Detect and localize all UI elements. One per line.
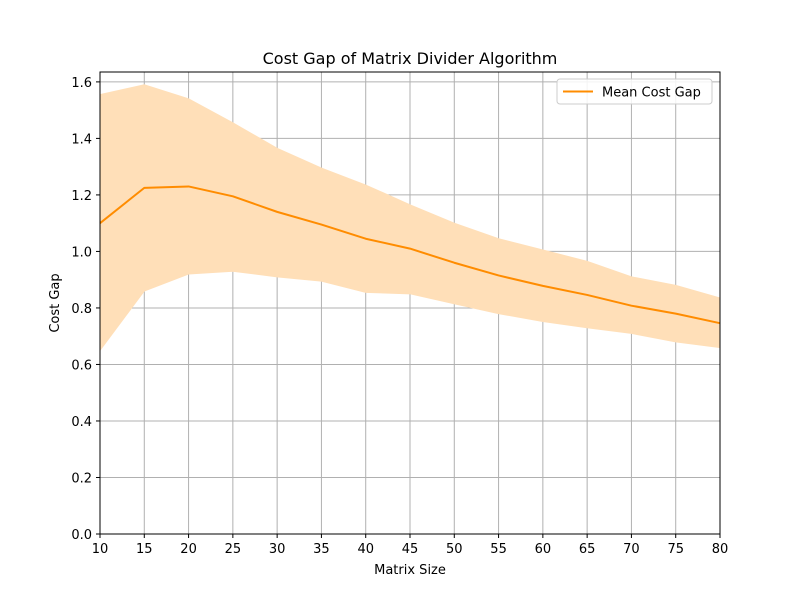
y-tick-label: 0.6 [71, 358, 92, 373]
x-tick-label: 50 [446, 542, 463, 557]
x-tick-label: 30 [269, 542, 286, 557]
x-tick-label: 15 [136, 542, 153, 557]
y-tick-label: 0.8 [71, 302, 92, 317]
legend-label: Mean Cost Gap [602, 86, 701, 101]
x-tick-label: 25 [225, 542, 242, 557]
legend-box [556, 78, 713, 105]
x-tick-label: 45 [402, 542, 419, 557]
y-tick-label: 1.2 [71, 189, 92, 204]
x-tick-label: 40 [357, 542, 374, 557]
y-tick-label: 1.6 [71, 76, 92, 91]
y-tick-label: 1.0 [71, 245, 92, 260]
x-tick-label: 75 [667, 542, 684, 557]
y-tick-label: 0.4 [71, 415, 92, 430]
x-tick-label: 20 [180, 542, 197, 557]
x-tick-label: 35 [313, 542, 330, 557]
y-tick-label: 0.2 [71, 471, 92, 486]
y-tick-label: 0.0 [71, 528, 92, 543]
x-axis-label: Matrix Size [374, 563, 446, 578]
x-tick-label: 80 [712, 542, 729, 557]
x-tick-label: 65 [579, 542, 596, 557]
x-tick-label: 55 [490, 542, 507, 557]
y-axis-ticks: 0.0 0.2 0.4 0.6 0.8 1.0 1.2 1.4 1.6 [71, 76, 100, 543]
x-axis-ticks: 10 15 20 25 30 35 40 45 50 55 60 65 70 75 80 [92, 534, 729, 557]
legend: Mean Cost Gap [556, 78, 713, 105]
y-tick-label: 1.4 [71, 132, 92, 147]
y-axis-label: Cost Gap [48, 273, 63, 332]
chart-title: Cost Gap of Matrix Divider Algorithm [263, 49, 558, 68]
x-tick-label: 10 [92, 542, 109, 557]
x-tick-label: 60 [535, 542, 552, 557]
x-tick-label: 70 [623, 542, 640, 557]
